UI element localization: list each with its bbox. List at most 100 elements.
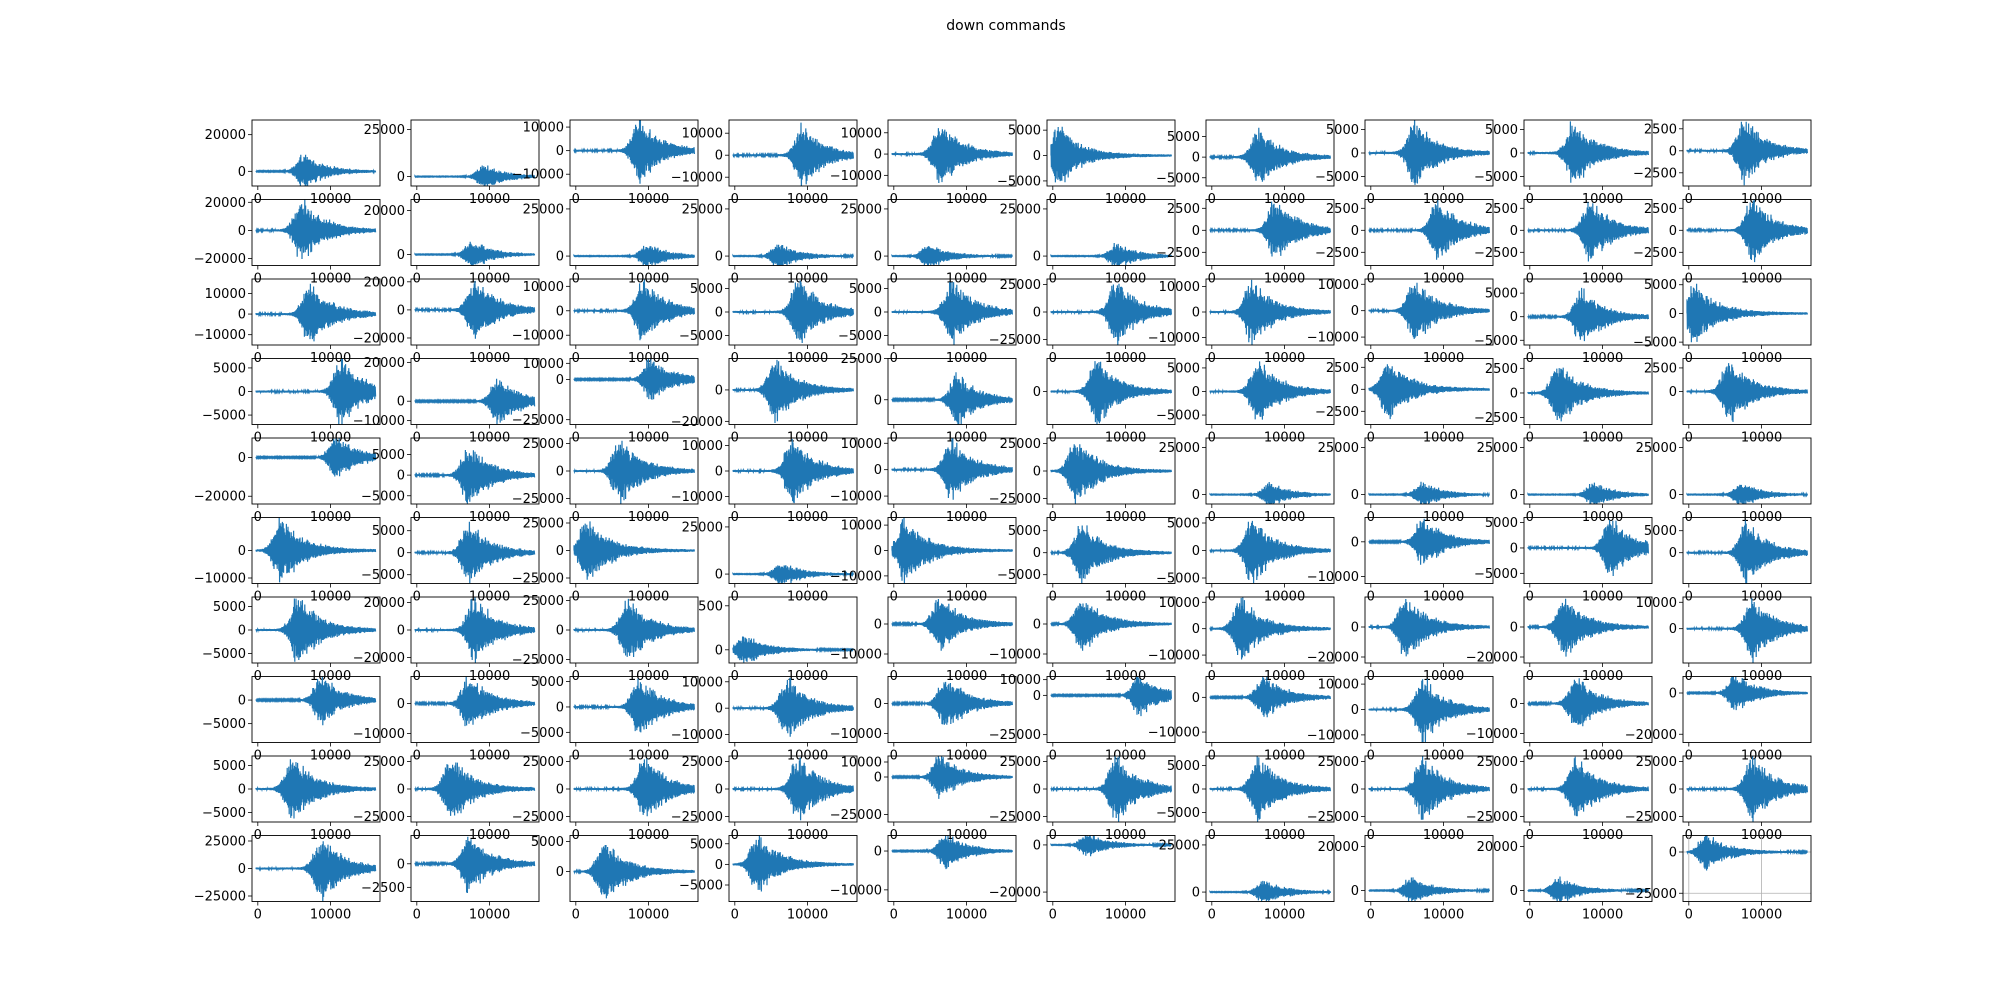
axes-frame (251, 199, 381, 266)
axes-frame (251, 437, 381, 505)
y-tick-label: 25000 (1000, 437, 1041, 452)
axes-frame (1682, 517, 1812, 584)
axes-frame (887, 676, 1017, 743)
axes-frame (569, 119, 699, 187)
y-tick-label: 0 (1033, 783, 1041, 798)
y-tick-label: 0 (1192, 151, 1200, 166)
y-tick-label: 0 (1192, 385, 1200, 400)
subplot: −20000 0 0 10000 (989, 835, 1176, 923)
waveform-line (255, 517, 377, 583)
waveform-line (732, 835, 854, 892)
y-tick-label: 25000 (523, 594, 564, 609)
y-tick-label: 20000 (364, 204, 405, 219)
y-tick-label: 25000 (1000, 278, 1041, 293)
waveform-line (1686, 756, 1808, 822)
axes-frame (410, 676, 540, 743)
y-tick-label: −10000 (1466, 727, 1518, 742)
y-tick-label: 0 (238, 224, 246, 239)
y-tick-label: −20000 (989, 886, 1041, 901)
axes-frame (1205, 437, 1335, 505)
y-tick-label: −20000 (1625, 728, 1677, 743)
waveform-line (1209, 279, 1331, 345)
waveform-line (1050, 756, 1172, 822)
y-tick-label: −25000 (989, 810, 1041, 825)
y-tick-label: 10000 (1159, 280, 1200, 295)
y-tick-label: 0 (1192, 783, 1200, 798)
y-tick-label: −10000 (671, 490, 723, 505)
waveform-line (1527, 367, 1649, 422)
waveform-line (573, 758, 695, 817)
y-tick-label: −10000 (989, 648, 1041, 663)
axes-frame (1523, 437, 1653, 505)
waveform-line (732, 122, 854, 186)
waveform-line (891, 372, 1013, 425)
waveform-line (1686, 283, 1808, 343)
x-tick-label: 10000 (787, 908, 828, 923)
y-tick-label: 25000 (682, 202, 723, 217)
y-tick-label: 2500 (1485, 362, 1518, 377)
waveform-line (1527, 598, 1649, 657)
y-tick-label: 0 (1669, 622, 1677, 637)
y-tick-label: 25000 (1636, 755, 1677, 770)
y-tick-label: 0 (1510, 621, 1518, 636)
y-tick-label: 0 (715, 568, 723, 583)
y-tick-label: 0 (1192, 306, 1200, 321)
waveform-line (414, 521, 536, 584)
y-tick-label: 0 (397, 469, 405, 484)
waveform-line (1368, 756, 1490, 820)
y-tick-label: −10000 (671, 728, 723, 743)
y-tick-label: −10000 (512, 329, 564, 344)
y-tick-label: −5000 (997, 174, 1041, 189)
axes-frame (728, 358, 858, 425)
y-tick-label: 0 (874, 306, 882, 321)
axes-frame (1682, 119, 1812, 187)
y-tick-label: −2500 (1633, 246, 1677, 261)
y-tick-label: −25000 (1307, 810, 1359, 825)
y-tick-label: 0 (715, 643, 723, 658)
y-tick-label: 0 (1351, 383, 1359, 398)
waveform-line (1686, 121, 1808, 186)
waveform-line (1050, 444, 1172, 504)
y-tick-label: 0 (1510, 697, 1518, 712)
waveform-line (891, 598, 1013, 651)
y-tick-label: 0 (1669, 783, 1677, 798)
y-tick-label: 0 (397, 546, 405, 561)
y-tick-label: −2500 (1315, 405, 1359, 420)
y-tick-label: 0 (397, 395, 405, 410)
axes-frame (1046, 517, 1176, 584)
y-tick-label: −2500 (1315, 246, 1359, 261)
y-tick-label: −25000 (512, 413, 564, 428)
axes-frame (728, 835, 858, 902)
y-tick-label: −25000 (1625, 810, 1677, 825)
y-tick-label: 2500 (1326, 202, 1359, 217)
waveform-line (255, 841, 377, 902)
y-tick-label: 0 (556, 624, 564, 639)
waveform-line (1050, 242, 1172, 266)
y-tick-label: 0 (874, 463, 882, 478)
axes-frame (887, 199, 1017, 266)
y-tick-label: −25000 (194, 890, 246, 905)
y-tick-label: −20000 (671, 415, 723, 430)
y-tick-label: 25000 (523, 517, 564, 532)
y-tick-label: 20000 (1477, 840, 1518, 855)
y-tick-label: 0 (397, 697, 405, 712)
y-tick-label: 0 (1669, 224, 1677, 239)
waveform-line (732, 565, 854, 584)
waveform-line (891, 756, 1013, 799)
y-tick-label: 0 (1351, 304, 1359, 319)
y-tick-label: 0 (238, 165, 246, 180)
y-tick-label: 10000 (1318, 678, 1359, 693)
waveform-line (891, 835, 1013, 870)
waveform-line (1527, 519, 1649, 577)
y-tick-label: 0 (1192, 691, 1200, 706)
y-tick-label: 0 (1033, 149, 1041, 164)
y-tick-label: 0 (1033, 465, 1041, 480)
axes-frame (410, 358, 540, 425)
y-tick-label: 0 (1669, 846, 1677, 861)
x-tick-label: 0 (1049, 908, 1057, 923)
waveform-line (1686, 676, 1808, 711)
